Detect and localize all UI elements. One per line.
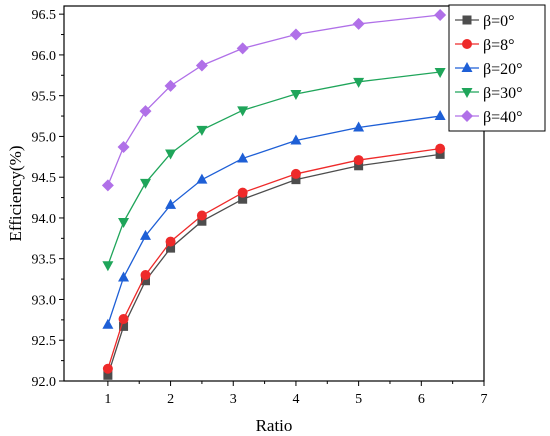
data-point xyxy=(101,179,114,192)
x-tick-label: 1 xyxy=(104,392,111,407)
data-point xyxy=(195,59,208,72)
series-line xyxy=(107,153,441,376)
data-point xyxy=(237,106,249,117)
x-tick-label: 6 xyxy=(418,392,425,407)
x-tick-label: 5 xyxy=(355,392,362,407)
y-axis-label: Efficiency(%) xyxy=(6,146,25,242)
data-point xyxy=(139,105,152,118)
series-layer xyxy=(101,8,447,380)
data-point xyxy=(353,77,365,88)
legend-item: β=40° xyxy=(455,109,523,126)
ticks: 1 2 3 4 5 6 7 92.0 92.5 93.0 93.5 94.0 94.5 95.0 95.5 9… xyxy=(32,8,488,407)
data-point xyxy=(102,318,114,329)
data-point xyxy=(102,363,113,374)
y-tick-label: 94.0 xyxy=(32,212,57,227)
data-point xyxy=(165,236,176,247)
data-point xyxy=(196,173,208,184)
data-point xyxy=(290,134,302,145)
data-point xyxy=(103,370,113,380)
series-square xyxy=(103,149,445,380)
legend-item: β=0° xyxy=(455,13,515,30)
axes xyxy=(63,5,485,382)
data-point xyxy=(290,168,301,179)
legend-label: β=20° xyxy=(483,61,523,78)
data-point xyxy=(118,218,130,229)
data-point xyxy=(352,17,365,30)
x-tick-label: 7 xyxy=(481,392,488,407)
data-point xyxy=(290,90,302,101)
data-point xyxy=(353,121,365,132)
data-point xyxy=(236,42,249,55)
data-point xyxy=(434,8,447,21)
y-tick-label: 96.0 xyxy=(32,49,57,64)
data-point xyxy=(354,161,364,171)
data-point xyxy=(118,271,130,282)
x-tick-label: 4 xyxy=(292,392,299,407)
series-triangle-down xyxy=(102,68,446,272)
data-point xyxy=(166,243,176,253)
data-point xyxy=(102,261,114,272)
data-point xyxy=(196,210,207,221)
legend-marker xyxy=(462,15,472,25)
data-point xyxy=(237,152,249,163)
legend-item: β=20° xyxy=(455,61,523,78)
data-point xyxy=(434,68,446,79)
legend-label: β=30° xyxy=(483,85,523,102)
legend: β=0° β=8° β=20° β=30° β=40° xyxy=(448,4,546,132)
y-tick-label: 92.5 xyxy=(32,334,57,349)
plot-frame xyxy=(63,5,485,382)
y-tick-label: 96.5 xyxy=(32,8,57,23)
data-point xyxy=(435,143,446,154)
data-point xyxy=(165,149,177,160)
legend-item: β=30° xyxy=(455,85,523,102)
data-point xyxy=(139,229,151,240)
data-point xyxy=(165,198,177,209)
series-line xyxy=(107,71,441,266)
y-tick-label: 93.5 xyxy=(32,253,57,268)
series-diamond xyxy=(101,8,447,192)
legend-marker xyxy=(461,88,473,98)
legend-marker xyxy=(461,110,473,122)
legend-marker xyxy=(461,62,473,72)
data-point xyxy=(119,321,129,331)
data-point xyxy=(353,155,364,166)
data-point xyxy=(291,175,301,185)
legend-label: β=40° xyxy=(483,109,523,126)
data-point xyxy=(237,187,248,198)
data-point xyxy=(238,194,248,204)
legend-label: β=8° xyxy=(483,37,515,54)
data-point xyxy=(164,79,177,92)
y-tick-label: 95.0 xyxy=(32,130,57,145)
data-point xyxy=(118,314,129,325)
series-line xyxy=(107,115,441,325)
x-tick-label: 2 xyxy=(167,392,174,407)
data-point xyxy=(197,216,207,226)
data-point xyxy=(289,28,302,41)
legend-label: β=0° xyxy=(483,13,515,30)
x-axis-label: Ratio xyxy=(256,416,293,435)
data-point xyxy=(139,178,151,189)
y-tick-label: 93.0 xyxy=(32,293,57,308)
legend-item: β=8° xyxy=(455,37,515,54)
y-tick-label: 92.0 xyxy=(32,375,57,390)
data-point xyxy=(140,276,150,286)
y-tick-label: 94.5 xyxy=(32,171,57,186)
data-point xyxy=(140,270,151,281)
y-tick-label: 95.5 xyxy=(32,90,57,105)
series-circle xyxy=(102,143,446,374)
data-point xyxy=(435,149,445,159)
x-tick-label: 3 xyxy=(230,392,237,407)
series-line xyxy=(107,148,441,369)
data-point xyxy=(117,141,130,154)
data-point xyxy=(196,125,208,136)
data-point xyxy=(434,110,446,121)
legend-marker xyxy=(462,39,472,49)
series-triangle-up xyxy=(102,110,446,329)
